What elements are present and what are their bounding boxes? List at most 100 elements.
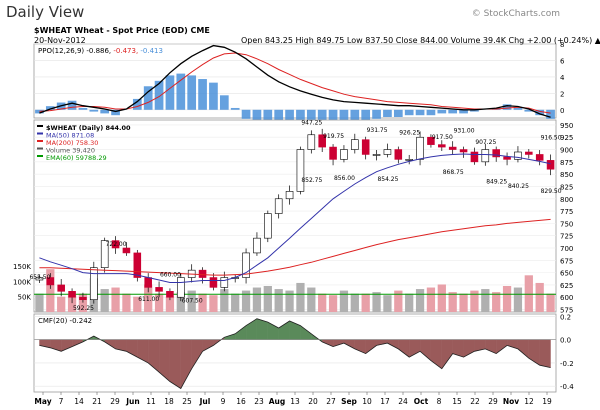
price-annotation: 931.00: [454, 127, 475, 134]
volume-bar: [78, 293, 88, 312]
candle-body: [448, 146, 457, 150]
volume-bar: [231, 293, 240, 312]
x-tick-label: 22: [470, 397, 480, 406]
ohlc-text: Open 843.25 High 849.75 Low 837.50 Close…: [241, 36, 600, 45]
candle-body: [329, 146, 337, 160]
ppo-histogram-bar: [448, 109, 458, 114]
ppo-histogram-bar: [502, 104, 512, 110]
candle-body: [535, 154, 544, 161]
ppo-histogram-bar: [209, 82, 218, 110]
candle-body: [546, 160, 555, 170]
ma50-line: [39, 153, 551, 283]
volume-bar: [383, 295, 392, 312]
cmf-area-segment: [169, 339, 181, 389]
volume-bar: [122, 293, 131, 312]
volume-bar: [350, 293, 359, 312]
candle-body: [383, 149, 392, 155]
ppo-histogram-bar: [111, 109, 120, 116]
volume-bar: [307, 287, 316, 312]
price-panel-frame: [33, 119, 557, 313]
ppo-histogram-bar: [339, 109, 349, 127]
candle-body: [296, 149, 305, 192]
candle-body: [144, 277, 152, 288]
x-tick-label: 12: [524, 397, 534, 406]
volume-bar: [176, 292, 185, 312]
price-legend-swatch: [37, 147, 43, 150]
ppo-legend: PPO(12,26,9) -0.886, -0.473, -0.413: [38, 47, 163, 55]
volume-bar: [165, 296, 175, 312]
volume-bar: [67, 295, 77, 312]
x-tick-label: 8: [437, 397, 442, 406]
price-annotation: 854.25: [377, 176, 398, 183]
candle-body: [340, 149, 348, 160]
candle-body: [307, 134, 316, 150]
cmf-y-tick-label: 0.0: [560, 337, 571, 345]
price-y-tick-label: 850: [560, 171, 573, 179]
x-tick-label: May: [34, 397, 51, 406]
candle-body: [35, 277, 44, 281]
page-title: Daily View: [6, 3, 85, 21]
cmf-panel: 0.2 0.0 -0.2 -0.4 CMF(20) -0.242: [33, 313, 574, 393]
x-axis: May 7 14 21 29 Jun 11 18 25 Jul 9 16 23 Aug 13 20 27 Sep 1…: [34, 392, 552, 406]
price-legend-swatch: [37, 140, 43, 142]
cmf-legend: CMF(20) -0.242: [38, 317, 92, 325]
candle-body: [57, 284, 65, 292]
x-tick-label: 18: [164, 397, 174, 406]
price-annotation: 916.50: [541, 134, 562, 141]
volume-y-tick-label: 100K: [13, 278, 31, 286]
volume-bar: [285, 290, 294, 312]
x-tick-label: 27: [326, 397, 336, 406]
symbol-line: $WHEAT Wheat - Spot Price (EOD) CME: [34, 26, 210, 35]
volume-bar: [535, 282, 544, 312]
price-annotation: 722.00: [106, 241, 127, 248]
volume-bar: [46, 269, 55, 312]
volume-y-tick-label: 150K: [13, 263, 31, 271]
candle-body: [122, 247, 131, 254]
x-tick-label: 9: [221, 397, 226, 406]
ppo-y-tick-label: 8: [560, 41, 564, 49]
price-y-tick-label: 650: [560, 270, 573, 278]
cmf-area-segment: [539, 339, 551, 368]
candle-body: [100, 240, 109, 268]
ppo-histogram-bar: [187, 75, 197, 110]
volume-bar: [263, 286, 272, 312]
price-y-tick-label: 950: [560, 122, 573, 130]
x-tick-label: 14: [74, 397, 84, 406]
volume-bar: [133, 296, 142, 312]
x-tick-label: 24: [398, 397, 408, 406]
candle-body: [198, 269, 207, 278]
price-y-tick-label: 675: [560, 257, 573, 265]
candle-body: [372, 154, 381, 156]
ppo-histogram-bar: [372, 109, 381, 119]
ppo-panel-frame: [33, 43, 557, 119]
x-tick-label: 25: [182, 397, 192, 406]
volume-bar: [209, 295, 218, 312]
ppo-histogram-bar: [513, 107, 523, 110]
price-legend-item: $WHEAT (Daily) 844.00: [46, 124, 131, 132]
candle-body: [459, 149, 468, 153]
candle-body: [285, 191, 294, 200]
volume-bar: [187, 290, 196, 312]
cmf-y-tick-label: -0.4: [560, 383, 574, 391]
ppo-line: [39, 44, 551, 118]
ppo-histogram-bar: [383, 109, 392, 118]
ppo-histogram-bar: [470, 109, 479, 112]
ppo-histogram-bar: [437, 109, 447, 114]
volume-bar: [57, 296, 66, 312]
ma200-line: [39, 218, 551, 276]
volume-bar: [328, 295, 338, 312]
volume-bar: [513, 287, 523, 312]
price-legend-swatch: [37, 155, 43, 157]
date-text: 20-Nov-2012: [34, 36, 86, 45]
x-tick-label: Jul: [199, 397, 211, 406]
price-legend-swatch: [37, 132, 43, 135]
candle-body: [514, 151, 522, 160]
candle-body: [274, 198, 283, 214]
candle-body: [318, 134, 326, 148]
ppo-histogram-bar: [415, 109, 425, 116]
volume-bar: [144, 284, 153, 312]
x-tick-label: Aug: [269, 397, 286, 406]
ppo-y-tick-label: 4: [560, 74, 565, 82]
